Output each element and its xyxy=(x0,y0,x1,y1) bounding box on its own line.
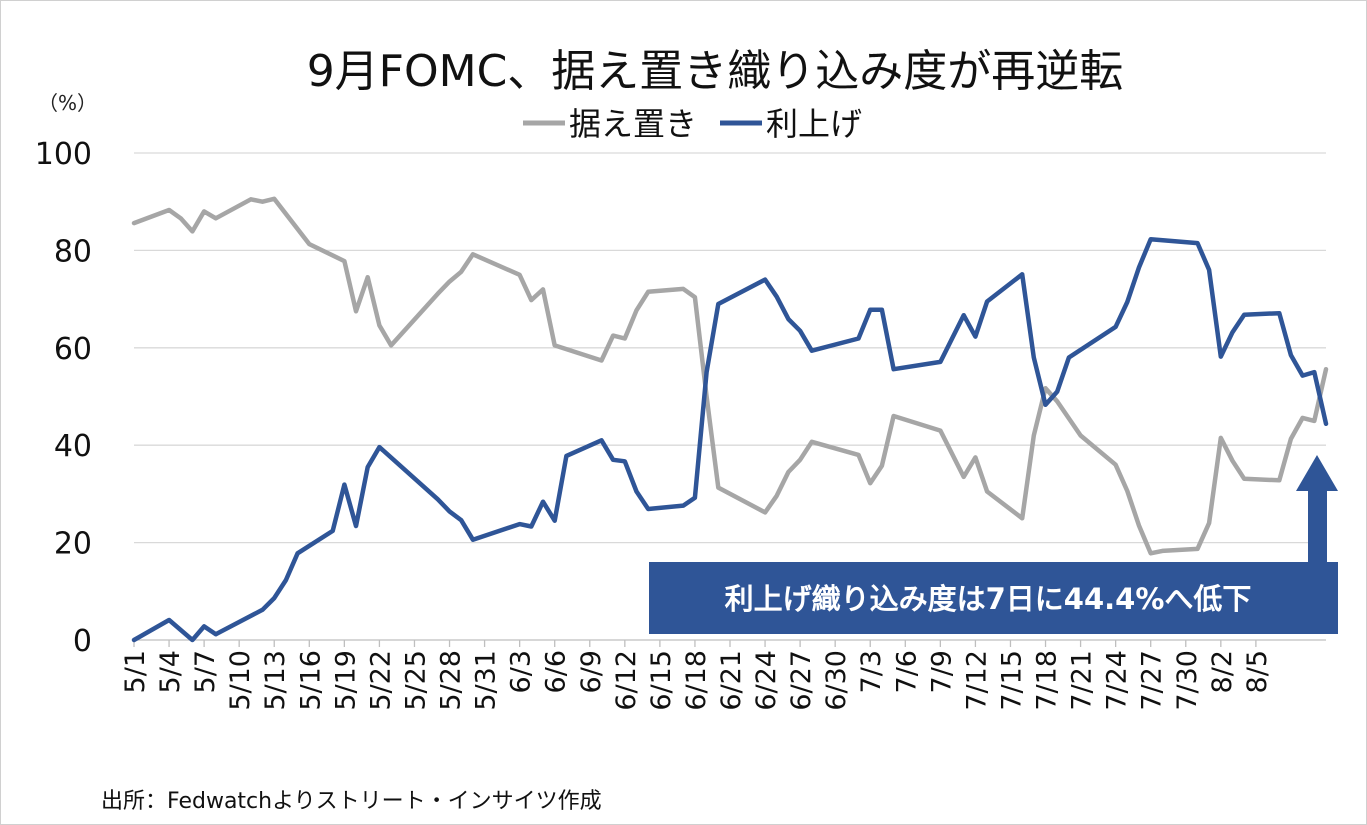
x-tick-label: 5/22 xyxy=(365,650,396,711)
x-tick-label: 5/4 xyxy=(155,650,186,693)
annotation-box xyxy=(649,562,1338,634)
y-axis-unit-label: （%） xyxy=(38,91,97,115)
y-tick-label: 40 xyxy=(54,429,92,464)
x-tick-label: 5/13 xyxy=(260,650,291,711)
x-tick-label: 7/15 xyxy=(996,650,1027,711)
x-tick-label: 5/16 xyxy=(295,650,326,711)
x-tick-label: 7/24 xyxy=(1102,650,1133,711)
x-tick-label: 6/6 xyxy=(541,650,572,693)
x-tick-label: 5/28 xyxy=(436,650,467,711)
series-line-0 xyxy=(131,196,1329,556)
y-tick-label: 60 xyxy=(54,332,92,367)
source-note: 出所：Fedwatchよりストリート・インサイツ作成 xyxy=(101,789,602,814)
annotation-callout: 利上げ織り込み度は7日に44.4%へ低下 xyxy=(649,455,1338,634)
x-tick-label: 6/3 xyxy=(506,650,537,693)
x-tick-label: 8/2 xyxy=(1207,650,1238,693)
x-tick-label: 6/30 xyxy=(821,650,852,711)
annotation-arrow-head xyxy=(1296,455,1338,491)
x-axis-ticks: 5/1 5/4 5/7 5/10 5/13 5/16 5/19 5/22 5/25 5/28 5/3… xyxy=(120,640,1273,711)
x-tick-label: 7/6 xyxy=(891,650,922,693)
x-tick-label: 7/9 xyxy=(926,650,957,693)
x-tick-label: 5/25 xyxy=(400,650,431,711)
x-tick-label: 7/3 xyxy=(856,650,887,693)
x-tick-label: 5/19 xyxy=(330,650,361,711)
legend-label-1: 利上げ xyxy=(766,105,862,143)
legend: 据え置き 利上げ xyxy=(523,105,862,143)
series-lines xyxy=(131,196,1329,643)
y-tick-label: 80 xyxy=(54,234,92,269)
x-tick-label: 5/1 xyxy=(120,650,151,693)
legend-label-0: 据え置き xyxy=(569,105,697,143)
x-tick-label: 6/27 xyxy=(786,650,817,711)
x-tick-label: 6/15 xyxy=(646,650,677,711)
x-tick-label: 5/7 xyxy=(190,650,221,693)
x-tick-label: 5/10 xyxy=(225,650,256,711)
x-tick-label: 7/18 xyxy=(1032,650,1063,711)
annotation-arrow-shaft xyxy=(1308,490,1327,562)
x-tick-label: 6/9 xyxy=(576,650,607,693)
x-tick-label: 7/27 xyxy=(1137,650,1168,711)
x-tick-label: 5/31 xyxy=(471,650,502,711)
y-tick-label: 100 xyxy=(35,137,92,172)
annotation-text: 利上げ織り込み度は7日に44.4%へ低下 xyxy=(725,582,1252,616)
chart-title: 9月FOMC、据え置き織り込み度が再逆転 xyxy=(307,46,1124,97)
series-line-1 xyxy=(131,236,1329,643)
x-tick-label: 6/21 xyxy=(716,650,747,711)
x-tick-label: 6/12 xyxy=(611,650,642,711)
y-axis-ticks: 0 20 40 60 80 100 xyxy=(35,137,92,659)
x-tick-label: 6/24 xyxy=(751,650,782,711)
x-tick-label: 8/5 xyxy=(1242,650,1273,693)
y-tick-label: 20 xyxy=(54,527,92,562)
x-tick-label: 7/21 xyxy=(1067,650,1098,711)
x-tick-label: 7/12 xyxy=(961,650,992,711)
y-tick-label: 0 xyxy=(73,624,92,659)
x-tick-label: 7/30 xyxy=(1172,650,1203,711)
x-tick-label: 6/18 xyxy=(681,650,712,711)
